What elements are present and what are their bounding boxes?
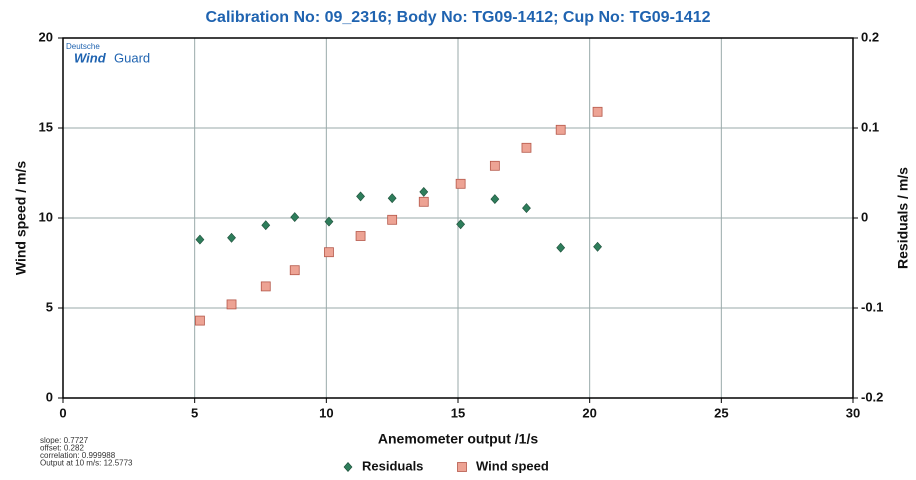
stats-note: offset: 0.282: [40, 444, 84, 453]
y-tick-label: 5: [46, 299, 53, 314]
x-tick-label: 25: [714, 405, 728, 420]
legend-marker: [457, 462, 467, 472]
x-tick-label: 0: [59, 405, 66, 420]
residual-point: [356, 191, 365, 202]
wind-speed-point: [521, 142, 532, 153]
x-tick-label: 10: [319, 405, 333, 420]
y-tick-label: 15: [39, 119, 53, 134]
wind-speed-point: [555, 124, 566, 135]
wind-speed-point: [592, 106, 603, 117]
residual-point: [227, 232, 236, 243]
y2-tick-label: -0.2: [861, 389, 883, 404]
residual-point: [556, 242, 566, 253]
chart-title: Calibration No: 09_2316; Body No: TG09-1…: [205, 9, 710, 26]
wind-speed-point: [418, 196, 429, 207]
y-tick-label: 20: [39, 29, 53, 44]
plot-frame: [62, 37, 854, 399]
wind-speed-point: [455, 178, 466, 189]
wind-speed-point: [260, 281, 271, 292]
wind-speed-point: [355, 231, 366, 241]
residual-point: [522, 203, 531, 214]
y2-tick-label: -0.1: [861, 299, 883, 314]
y2-tick-label: 0.1: [861, 119, 879, 134]
wind-speed-point: [195, 315, 205, 326]
wind-speed-point: [387, 214, 398, 225]
y-tick-label: 10: [39, 209, 53, 224]
stats-note: correlation: 0.999988: [40, 451, 116, 460]
residual-point: [490, 194, 500, 205]
residual-point: [195, 234, 205, 245]
wind-speed-point: [324, 247, 334, 258]
y2-axis-label: Residuals / m/s: [895, 167, 911, 269]
x-tick-label: 15: [451, 405, 465, 420]
y-axis-label: Wind speed / m/s: [13, 161, 29, 275]
residual-point: [324, 216, 334, 227]
wind-speed-point: [226, 299, 237, 310]
x-tick-label: 5: [191, 405, 198, 420]
legend-marker: [343, 462, 353, 472]
y2-tick-label: 0.2: [861, 29, 879, 44]
legend-label: Wind speed: [476, 458, 549, 473]
residual-point: [419, 186, 429, 197]
logo-text: Deutsche: [66, 42, 100, 51]
y2-tick-label: 0: [861, 209, 868, 224]
residual-point: [387, 193, 397, 204]
legend-label: Residuals: [362, 458, 423, 473]
residual-point: [456, 219, 466, 230]
x-axis-label: Anemometer output /1/s: [378, 431, 538, 447]
x-tick-label: 20: [582, 405, 596, 420]
wind-speed-point: [489, 160, 500, 171]
residual-point: [593, 241, 602, 252]
stats-note: Output at 10 m/s: 12.5773: [40, 459, 133, 468]
residual-point: [261, 220, 271, 231]
y-tick-label: 0: [46, 389, 53, 404]
logo-text: Wind: [74, 50, 107, 65]
logo-text: Guard: [114, 50, 150, 65]
wind-speed-point: [289, 265, 300, 276]
stats-note: slope: 0.7727: [40, 436, 89, 445]
residual-point: [290, 212, 300, 223]
x-tick-label: 30: [846, 405, 860, 420]
